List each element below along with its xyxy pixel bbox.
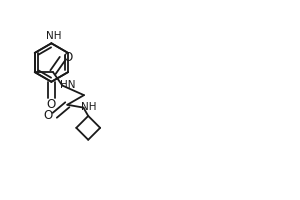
Text: NH: NH [46,31,61,41]
Text: O: O [44,109,53,122]
Text: O: O [63,51,72,64]
Text: HN: HN [60,80,76,90]
Text: O: O [47,98,56,111]
Text: NH: NH [81,102,97,112]
